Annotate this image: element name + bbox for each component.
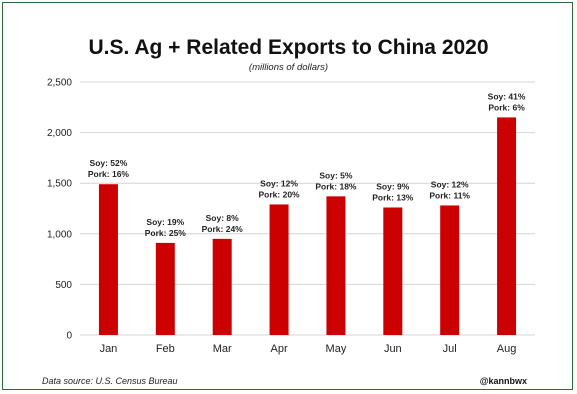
soy-share-label: Soy: 8% bbox=[206, 213, 240, 223]
x-tick-label: Mar bbox=[213, 343, 232, 355]
y-tick-label: 0 bbox=[66, 331, 72, 342]
pork-share-label: Pork: 13% bbox=[372, 192, 414, 202]
x-tick-label: Apr bbox=[271, 343, 288, 355]
bar bbox=[155, 242, 175, 335]
y-tick-label: 2,500 bbox=[47, 78, 72, 89]
data-source-note: Data source: U.S. Census Bureau bbox=[42, 376, 178, 386]
y-tick-label: 1,500 bbox=[47, 179, 72, 190]
soy-share-label: Soy: 9% bbox=[376, 181, 410, 191]
pork-share-label: Pork: 20% bbox=[259, 189, 301, 199]
soy-share-label: Soy: 41% bbox=[488, 91, 526, 101]
soy-share-label: Soy: 19% bbox=[146, 217, 184, 227]
bar bbox=[497, 117, 517, 335]
x-tick-label: Jan bbox=[100, 343, 118, 355]
bar bbox=[98, 184, 118, 335]
soy-share-label: Soy: 52% bbox=[90, 158, 128, 168]
bar bbox=[383, 207, 403, 335]
bar bbox=[440, 205, 460, 335]
y-tick-label: 1,000 bbox=[47, 229, 72, 240]
chart-subtitle: (millions of dollars) bbox=[248, 62, 329, 73]
soy-share-label: Soy: 5% bbox=[319, 170, 353, 180]
x-tick-label: Aug bbox=[497, 343, 517, 355]
soy-share-label: Soy: 12% bbox=[431, 179, 469, 189]
bar bbox=[326, 196, 346, 335]
y-tick-label: 500 bbox=[55, 280, 72, 291]
y-tick-label: 2,000 bbox=[47, 128, 72, 139]
pork-share-label: Pork: 24% bbox=[202, 224, 244, 234]
x-tick-label: Jun bbox=[384, 343, 402, 355]
x-tick-label: May bbox=[326, 343, 347, 355]
x-tick-label: Jul bbox=[443, 343, 457, 355]
soy-share-label: Soy: 12% bbox=[260, 178, 298, 188]
pork-share-label: Pork: 25% bbox=[145, 228, 187, 238]
pork-share-label: Pork: 18% bbox=[315, 181, 357, 191]
x-tick-label: Feb bbox=[156, 343, 175, 355]
bar bbox=[212, 238, 232, 335]
pork-share-label: Pork: 11% bbox=[429, 190, 470, 200]
author-handle: @kannbwx bbox=[479, 376, 527, 386]
pork-share-label: Pork: 16% bbox=[88, 169, 130, 179]
chart-title: U.S. Ag + Related Exports to China 2020 bbox=[88, 36, 489, 59]
bar bbox=[269, 204, 289, 335]
pork-share-label: Pork: 6% bbox=[488, 102, 525, 112]
